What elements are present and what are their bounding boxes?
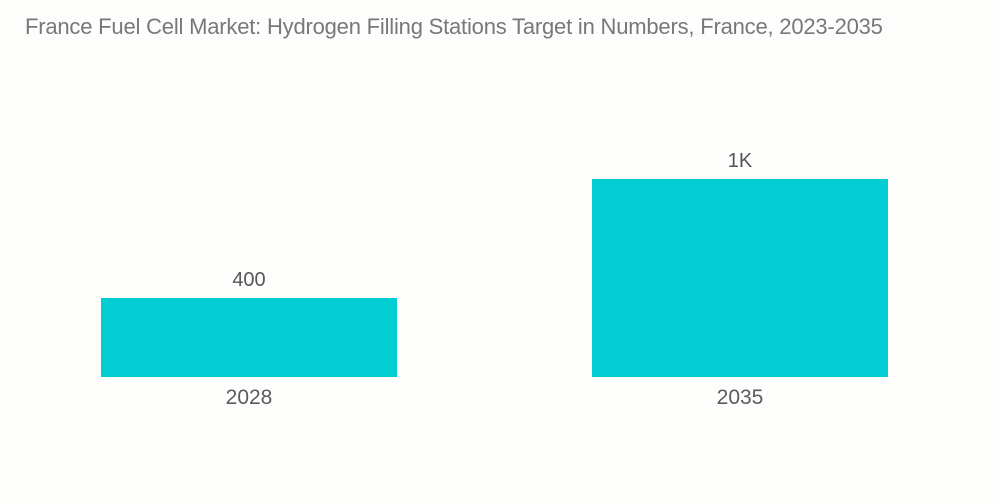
bar-2035 — [592, 179, 888, 377]
bar-group-2035: 1K — [592, 149, 888, 377]
bar-value-label-2028: 400 — [232, 269, 266, 291]
bar-value-label-2035: 1K — [727, 150, 753, 172]
x-axis-label-2035: 2035 — [716, 386, 764, 409]
x-axis-label-2028: 2028 — [225, 386, 273, 409]
bar-2028 — [101, 298, 397, 377]
chart-title: France Fuel Cell Market: Hydrogen Fillin… — [25, 14, 883, 39]
bar-group-2028: 400 — [101, 268, 397, 377]
